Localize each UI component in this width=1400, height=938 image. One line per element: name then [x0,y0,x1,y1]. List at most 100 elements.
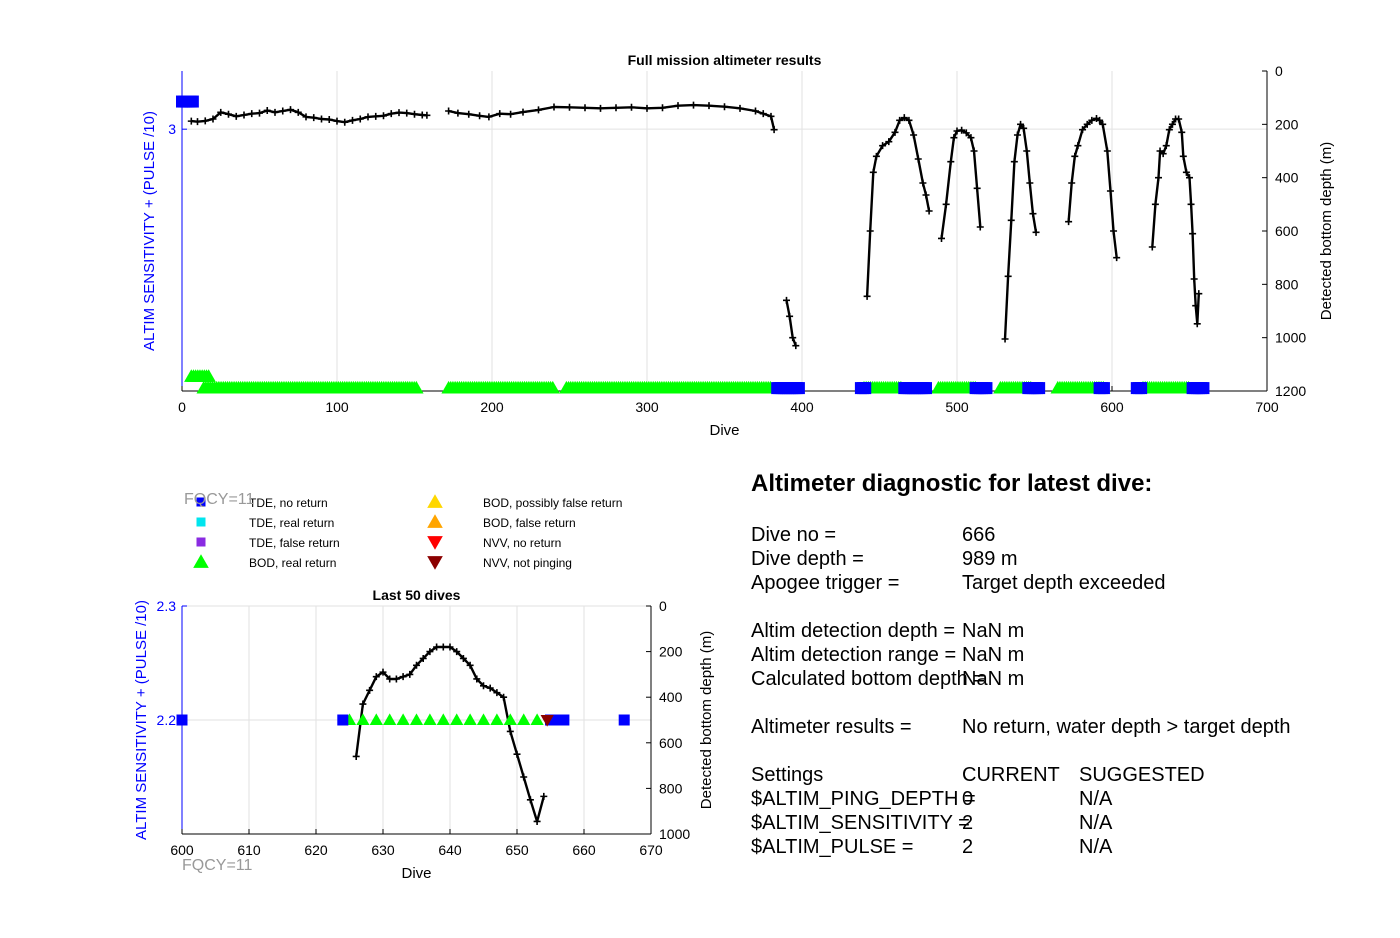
depth-point [962,129,970,137]
depth-point [786,312,794,320]
depth-point [1023,147,1031,155]
altimeter-marker [186,95,199,108]
right-y-tick-label: 1200 [1275,383,1306,399]
legend-label: NVV, no return [483,536,561,550]
depth-point [413,661,420,669]
depth-point [1007,216,1015,224]
depth-point [466,661,474,669]
depth-point [386,675,394,683]
depth-point [395,109,403,117]
x-tick-label: 640 [438,842,462,858]
altimeter-marker [551,714,563,726]
detection-range-row: Altim detection range = NaN m [751,644,1391,668]
depth-point [863,292,871,300]
depth-line [940,129,982,239]
depth-point [1148,243,1156,251]
left-y-axis-label: ALTIM SENSITIVITY + (PULSE /10) [133,600,150,840]
x-axis-label: Dive [401,865,431,882]
settings-header-row: Settings CURRENT SUGGESTED [751,764,1391,788]
full-mission-chart: 0 100 200 300 400 500 600 700 3 0 200 400 600 800 1000… [141,52,1335,439]
depth-point [1010,158,1018,166]
depth-point [1187,200,1195,208]
depth-point [967,134,975,142]
legend-marker [427,494,443,508]
right-y-tick-label: 600 [1275,223,1299,239]
depth-point [1186,174,1193,182]
depth-point [643,104,651,112]
depth-point [194,118,201,126]
depth-point [1193,320,1201,328]
depth-point [232,112,240,120]
depth-point [403,109,411,117]
depth-point [480,682,487,690]
right-y-tick-label: 1000 [1275,330,1306,346]
depth-point [209,115,217,123]
legend-marker [196,537,206,547]
apogee-value: Target depth exceeded [962,572,1166,594]
depth-point [1017,120,1025,128]
depth-point [426,648,434,656]
depth-point [248,110,256,118]
altimeter-marker [383,713,397,725]
results-value: No return, water depth > target depth [962,716,1291,738]
altimeter-marker [1033,382,1046,395]
ping-depth-suggested: N/A [1079,788,1113,810]
legend-label: NVV, not pinging [483,556,572,570]
legend-label: TDE, real return [249,516,334,530]
depth-line [1067,117,1118,258]
depth-point [612,104,620,112]
legend-marker [427,556,443,570]
depth-point [287,106,294,114]
pulse-suggested: N/A [1079,836,1113,858]
depth-point [752,107,759,115]
depth-point [302,113,310,121]
depth-point [271,108,279,116]
altimeter-marker [436,713,450,725]
ping-depth-row: $ALTIM_PING_DEPTH = 0 N/A [751,788,1391,812]
dive-depth-value: 989 m [962,548,1018,570]
legend-marker [193,554,209,568]
depth-point [411,110,418,118]
depth-point [453,648,461,656]
depth-point [454,109,462,117]
depth-point [318,115,325,123]
depth-point [380,112,387,120]
depth-point [406,670,414,678]
x-tick-label: 660 [572,842,596,858]
depth-point [279,107,287,115]
depth-point [1026,179,1034,187]
legend-marker [427,514,443,528]
depth-point [399,673,407,681]
apogee-row: Apogee trigger = Target depth exceeded [751,572,1391,596]
x-tick-label: 300 [635,399,659,415]
depth-point [938,234,945,242]
right-y-tick-label: 0 [1275,63,1283,79]
altimeter-marker [859,382,872,395]
altimeter-marker [1097,382,1110,395]
depth-point [256,109,263,117]
depth-point [240,111,248,119]
depth-point [1182,168,1190,176]
depth-point [473,675,481,683]
fqcy-label: FQCY=11 [184,491,255,508]
chart-title: Last 50 dives [373,587,461,603]
settings-label: Settings [751,764,824,786]
altimeter-marker [618,714,630,726]
depth-point [973,184,981,192]
depth-point [1165,126,1173,134]
altimeter-marker [423,713,437,725]
depth-point [922,191,930,199]
depth-point [356,115,364,123]
depth-point [379,668,387,676]
diagnostic-title: Altimeter diagnostic for latest dive: [751,470,1153,497]
left-y-tick-label: 3 [168,121,176,137]
x-tick-label: 100 [325,399,349,415]
depth-point [366,686,374,694]
depth-point [1179,152,1187,160]
legend-label: BOD, real return [249,556,336,570]
left-y-tick-label: 2.2 [157,712,177,728]
depth-point [1190,275,1198,283]
depth-point [1071,152,1079,160]
depth-point [789,334,797,342]
right-y-tick-label: 200 [1275,116,1299,132]
